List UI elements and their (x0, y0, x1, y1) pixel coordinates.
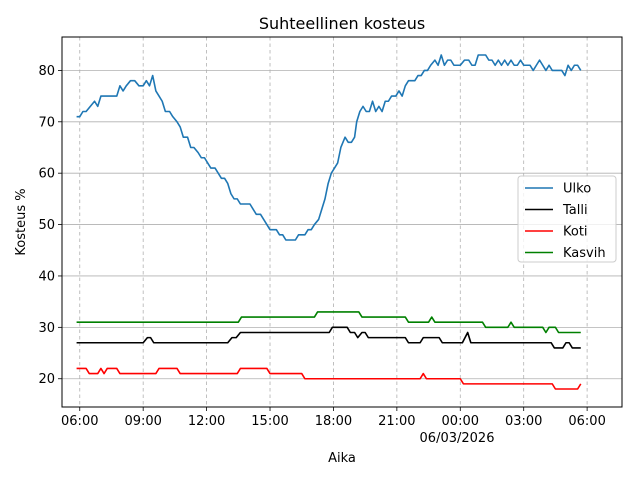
x-tick-label: 21:00 (378, 414, 415, 429)
y-axis-label: Kosteus % (14, 188, 29, 255)
series-line-ulko (76, 54, 582, 241)
x-axis-date-label: 06/03/2026 (420, 431, 495, 446)
series-line-talli (76, 326, 581, 349)
x-tick-label: 03:00 (505, 414, 542, 429)
x-tick-label: 09:00 (124, 414, 161, 429)
legend: Ulko Talli Koti Kasvih (517, 175, 617, 263)
series-line-kasvih (76, 311, 581, 334)
chart-title: Suhteellinen kosteus (259, 14, 425, 33)
x-tick-label: 18:00 (315, 414, 352, 429)
legend-label-koti: Koti (563, 225, 588, 240)
y-tick-label: 30 (38, 321, 55, 336)
y-tick-label: 40 (38, 269, 55, 284)
y-tick-label: 60 (38, 167, 55, 182)
x-tick-label: 06:00 (568, 414, 605, 429)
y-tick-label: 70 (38, 115, 55, 130)
legend-entries: Ulko Talli Koti Kasvih (525, 182, 606, 261)
x-tick-label: 15:00 (251, 414, 288, 429)
y-tick-label: 20 (38, 372, 55, 387)
x-tick-label: 06:00 (61, 414, 98, 429)
plot-frame (61, 36, 623, 408)
legend-label-kasvih: Kasvih (563, 246, 606, 261)
x-tick-label: 12:00 (188, 414, 225, 429)
y-tick-label: 80 (38, 64, 55, 79)
legend-label-talli: Talli (562, 203, 588, 218)
y-tick-label: 50 (38, 218, 55, 233)
legend-label-ulko: Ulko (563, 182, 591, 197)
x-tick-label: 00:00 (442, 414, 479, 429)
series-lines (76, 54, 582, 390)
axis-ticks: 20 30 40 50 60 70 80 06:00 09:00 12:00 15:00 18:00 2… (38, 64, 605, 429)
x-axis-label: Aika (328, 451, 356, 466)
series-line-koti (76, 367, 582, 390)
legend-box (517, 175, 617, 263)
